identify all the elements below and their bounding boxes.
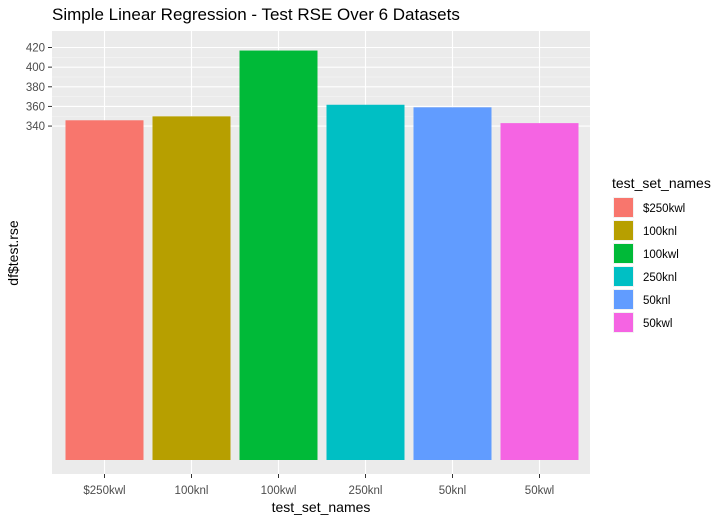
bar-50knl	[413, 107, 492, 460]
legend-label: 50kwl	[643, 318, 672, 330]
bars	[65, 50, 579, 461]
legend-key	[614, 244, 633, 263]
legend-key	[614, 313, 633, 332]
x-tick-label: 100knl	[175, 485, 209, 497]
y-axis: 340 360 380 400 420	[26, 43, 52, 133]
legend-title: test_set_names	[612, 175, 711, 191]
bar-100knl	[152, 116, 231, 461]
legend-label: 250knl	[643, 272, 677, 284]
y-tick-label: 380	[26, 82, 45, 94]
legend-label: 50knl	[643, 295, 671, 307]
legend-label: $250kwl	[643, 203, 685, 215]
bar-50kwl	[500, 123, 579, 460]
chart-title: Simple Linear Regression - Test RSE Over…	[52, 5, 460, 24]
legend-key	[614, 290, 633, 309]
legend-label: 100kwl	[643, 249, 679, 261]
y-tick-label: 420	[26, 43, 45, 55]
legend: test_set_names $250kwl 100knl 100kwl 250knl…	[612, 175, 711, 333]
y-axis-label: df$test.rse	[5, 220, 21, 286]
x-tick-label: 50kwl	[525, 485, 554, 497]
bar-250knl	[326, 104, 405, 461]
legend-label: 100knl	[643, 226, 677, 238]
legend-key	[614, 267, 633, 286]
x-axis: $250kwl 100knl 100kwl 250knl 50knl 50kwl	[83, 474, 554, 497]
y-tick-label: 400	[26, 62, 45, 74]
x-tick-label: 50knl	[439, 485, 467, 497]
y-tick-label: 340	[26, 121, 45, 133]
x-tick-label: $250kwl	[83, 485, 125, 497]
x-tick-label: 250knl	[349, 485, 383, 497]
legend-key	[614, 221, 633, 240]
x-tick-label: 100kwl	[261, 485, 297, 497]
legend-key	[614, 198, 633, 217]
bar-250kwl	[65, 120, 144, 460]
bar-100kwl	[239, 50, 318, 460]
y-tick-label: 360	[26, 101, 45, 113]
x-axis-label: test_set_names	[272, 499, 371, 515]
